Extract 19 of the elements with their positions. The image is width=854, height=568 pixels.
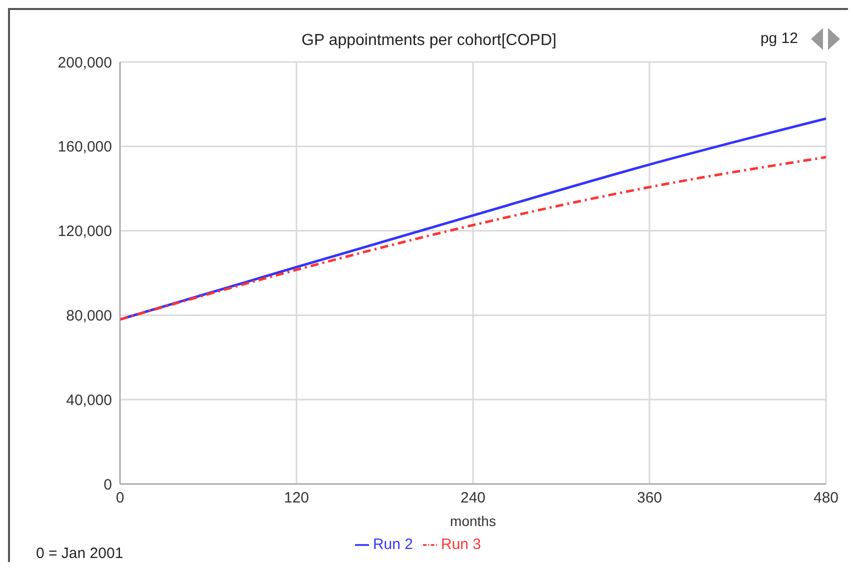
x-tick-label: 240 (460, 490, 486, 507)
text: 0 = Jan 2001 (36, 545, 124, 562)
x-tick-label: 0 (116, 490, 124, 507)
x-tick-label: 120 (284, 490, 310, 507)
y-tick-label: 40,000 (66, 392, 112, 409)
x-tick-label: 360 (636, 490, 662, 507)
y-tick-label: 200,000 (58, 54, 112, 72)
legend-label: Run 2 (372, 536, 413, 553)
chart-title: GP appointments per cohort[COPD] (302, 32, 556, 49)
line-series (120, 156, 826, 321)
y-tick-label: 160,000 (58, 138, 112, 156)
line-series (120, 117, 826, 321)
y-tick-label: 80,000 (66, 308, 112, 325)
legend-label: Run 3 (441, 536, 482, 553)
text: pg 12 (760, 30, 798, 47)
x-axis-title: months (450, 513, 496, 529)
y-tick-label: 120,000 (58, 223, 112, 240)
x-tick-label: 480 (813, 490, 839, 507)
y-tick-label: 0 (104, 476, 112, 494)
